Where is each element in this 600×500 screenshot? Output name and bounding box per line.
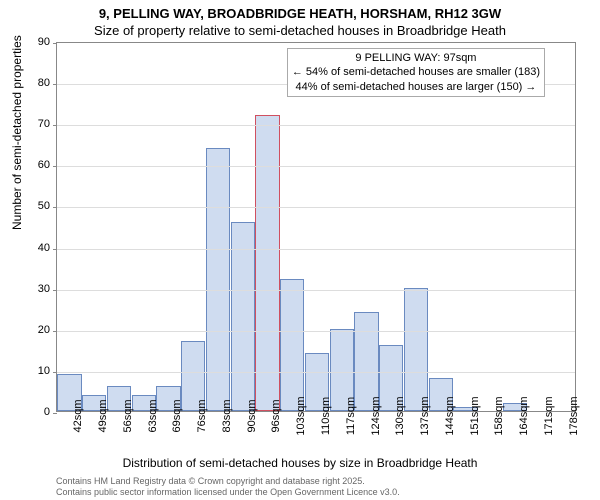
gridline [57,125,575,126]
xtick-label: 130sqm [394,396,406,435]
xtick-label: 117sqm [345,397,357,435]
callout-box: 9 PELLING WAY: 97sqm ← 54% of semi-detac… [287,48,545,97]
xtick-label: 178sqm [568,396,580,435]
xtick-label: 90sqm [246,399,258,432]
footer-line1: Contains HM Land Registry data © Crown c… [56,476,400,487]
xtick-label: 76sqm [196,399,208,432]
ytick-label: 30 [26,283,50,295]
xtick-label: 103sqm [295,396,307,435]
ytick-label: 40 [26,242,50,254]
gridline [57,249,575,250]
xtick-label: 63sqm [147,399,159,432]
chart-container: 0102030405060708090 42sqm49sqm56sqm63sqm… [56,42,576,412]
bar [404,288,428,411]
xtick-label: 69sqm [171,399,183,432]
callout-line3: 44% of semi-detached houses are larger (… [292,80,540,94]
callout-line1: 9 PELLING WAY: 97sqm [292,51,540,65]
xtick-label: 171sqm [543,396,555,435]
xtick-label: 49sqm [97,399,109,432]
bar [231,222,255,411]
chart-title-line2: Size of property relative to semi-detach… [0,21,600,38]
ytick-label: 80 [26,77,50,89]
xtick-label: 151sqm [469,396,481,435]
bar [280,279,304,411]
y-axis-label: Number of semi-detached properties [10,35,24,230]
footer-attribution: Contains HM Land Registry data © Crown c… [56,476,400,498]
chart-title-line1: 9, PELLING WAY, BROADBRIDGE HEATH, HORSH… [0,0,600,21]
ytick-mark [53,249,57,250]
xtick-label: 158sqm [493,396,505,435]
ytick-label: 70 [26,118,50,130]
xtick-label: 56sqm [122,399,134,432]
ytick-mark [53,43,57,44]
callout-line2: ← 54% of semi-detached houses are smalle… [292,65,540,79]
gridline [57,207,575,208]
ytick-mark [53,331,57,332]
ytick-mark [53,166,57,167]
xtick-label: 83sqm [221,399,233,432]
plot-area [56,42,576,412]
ytick-mark [53,207,57,208]
xtick-label: 96sqm [270,399,282,432]
bars-group [57,43,575,411]
ytick-label: 20 [26,324,50,336]
xtick-label: 144sqm [444,396,456,435]
xtick-label: 124sqm [370,396,382,435]
gridline [57,372,575,373]
bar-highlight [255,115,279,411]
xtick-label: 164sqm [518,396,530,435]
x-axis-label: Distribution of semi-detached houses by … [0,456,600,470]
gridline [57,331,575,332]
ytick-mark [53,372,57,373]
ytick-label: 60 [26,159,50,171]
footer-line2: Contains public sector information licen… [56,487,400,498]
ytick-mark [53,413,57,414]
ytick-label: 90 [26,36,50,48]
ytick-label: 0 [26,406,50,418]
xtick-label: 42sqm [72,399,84,432]
xtick-label: 110sqm [320,397,332,435]
gridline [57,290,575,291]
ytick-label: 50 [26,200,50,212]
ytick-mark [53,290,57,291]
ytick-mark [53,84,57,85]
ytick-label: 10 [26,365,50,377]
xtick-label: 137sqm [419,396,431,435]
ytick-mark [53,125,57,126]
gridline [57,166,575,167]
